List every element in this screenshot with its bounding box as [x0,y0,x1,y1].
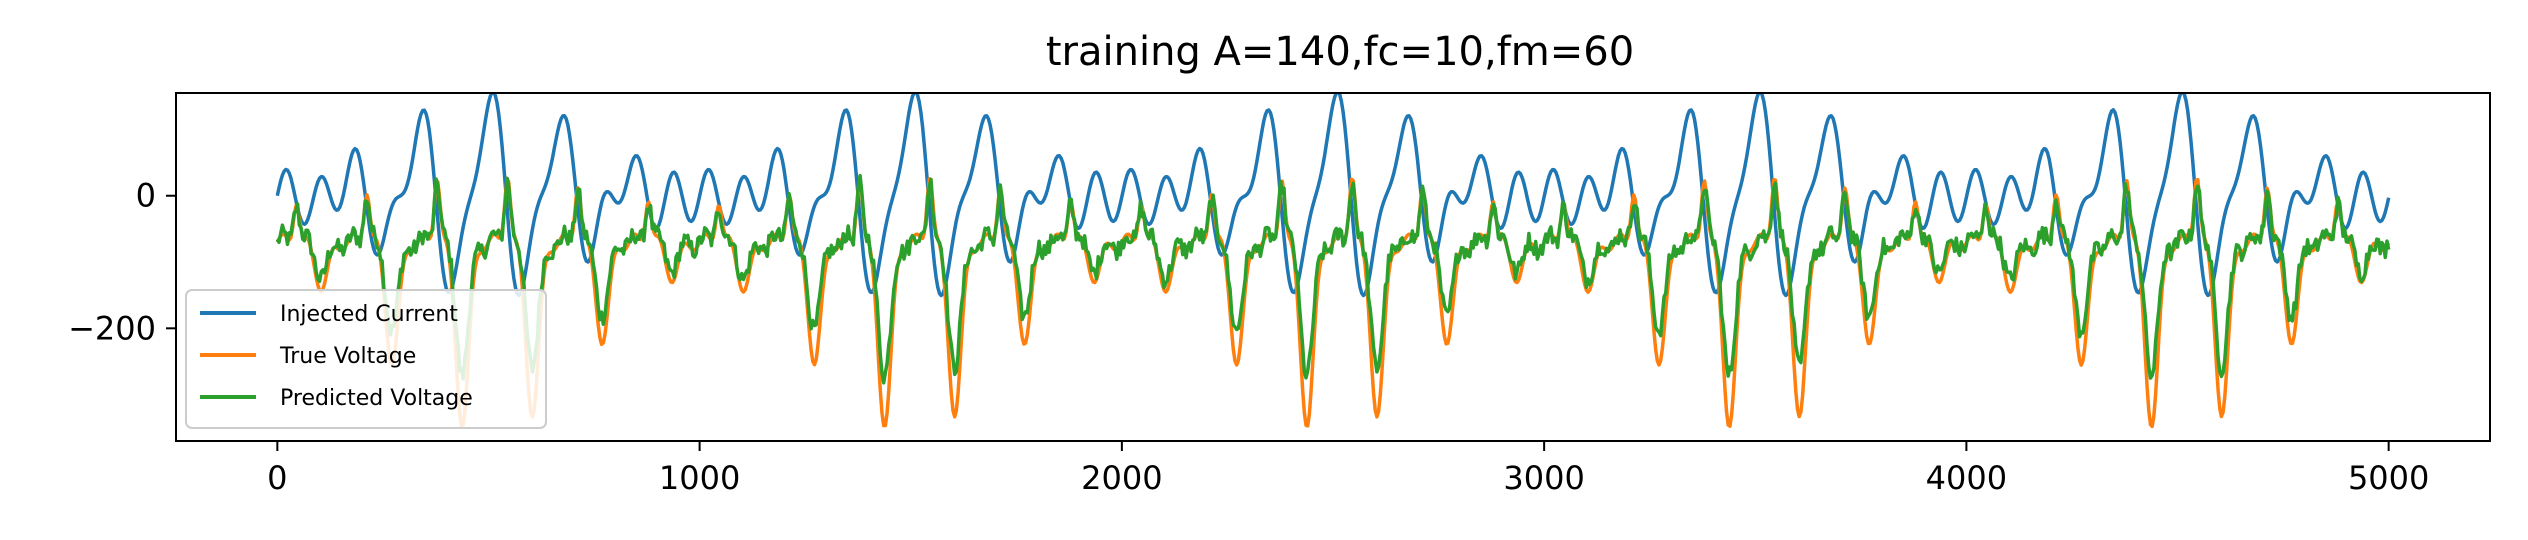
x-tick-label: 1000 [659,459,740,497]
series-predicted-voltage [275,173,2391,385]
chart-title: training A=140,fc=10,fm=60 [1046,29,1634,75]
x-tick-label: 5000 [2348,459,2429,497]
legend-box [185,289,547,429]
legend-label-true-voltage: True Voltage [279,344,416,369]
series-injected-current [275,93,2391,298]
x-tick-label: 3000 [1503,459,1584,497]
x-axis: 0 1000 2000 3000 4000 5000 [267,441,2429,497]
x-tick-label: 2000 [1081,459,1162,497]
y-axis: 0 −200 [68,177,176,347]
x-tick-label: 4000 [1926,459,2007,497]
legend-label-predicted-voltage: Predicted Voltage [280,386,473,411]
plot-area [175,92,2491,442]
legend: Injected Current True Voltage Predicted … [185,289,547,429]
axes-frame [175,92,2491,442]
series-layer [275,93,2391,429]
y-tick-label: 0 [136,177,156,215]
x-tick-label: 0 [267,459,287,497]
y-tick-label: −200 [68,309,156,347]
legend-label-injected-current: Injected Current [280,302,458,327]
